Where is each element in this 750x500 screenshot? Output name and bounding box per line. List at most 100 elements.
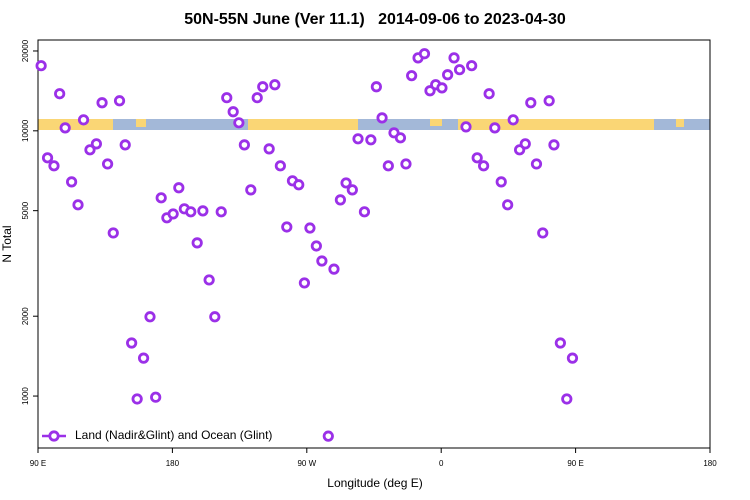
x-tick-label: 90 E bbox=[30, 459, 46, 468]
point bbox=[269, 79, 281, 91]
point bbox=[543, 95, 555, 107]
point bbox=[245, 184, 257, 196]
point bbox=[530, 158, 543, 170]
point bbox=[257, 81, 269, 93]
point bbox=[251, 92, 263, 104]
point bbox=[537, 227, 549, 239]
point bbox=[334, 194, 346, 206]
point bbox=[548, 139, 560, 151]
point bbox=[525, 97, 537, 109]
point bbox=[227, 106, 239, 118]
point bbox=[502, 199, 514, 211]
y-axis-label: N Total bbox=[0, 225, 14, 262]
point bbox=[131, 393, 143, 405]
point bbox=[489, 122, 501, 134]
x-tick-label: 90 E bbox=[567, 459, 583, 468]
point bbox=[41, 152, 54, 164]
point bbox=[376, 112, 388, 124]
point bbox=[144, 311, 156, 323]
point bbox=[281, 221, 293, 233]
point bbox=[59, 122, 71, 134]
point bbox=[322, 430, 334, 442]
point bbox=[48, 160, 60, 172]
point bbox=[358, 206, 371, 218]
point bbox=[173, 182, 185, 194]
point bbox=[150, 391, 162, 403]
x-tick-label: 90 W bbox=[297, 459, 316, 468]
point bbox=[566, 352, 579, 364]
point bbox=[101, 158, 114, 170]
point bbox=[453, 64, 466, 76]
point bbox=[448, 52, 460, 64]
point bbox=[507, 114, 519, 126]
land-ocean-band bbox=[38, 119, 710, 130]
point bbox=[274, 160, 286, 172]
point bbox=[215, 206, 227, 218]
y-tick-label: 10000 bbox=[21, 119, 30, 142]
y-tick-label: 5000 bbox=[21, 201, 30, 219]
point bbox=[400, 158, 412, 170]
point bbox=[263, 143, 275, 155]
point bbox=[495, 176, 507, 188]
point bbox=[119, 139, 131, 151]
point bbox=[460, 121, 472, 133]
point bbox=[90, 138, 102, 150]
point bbox=[328, 263, 340, 275]
point bbox=[113, 95, 126, 107]
point bbox=[365, 134, 377, 146]
point bbox=[304, 222, 316, 234]
point bbox=[471, 152, 483, 164]
point bbox=[155, 192, 167, 204]
x-axis-label: Longitude (deg E) bbox=[327, 476, 422, 490]
point bbox=[436, 82, 448, 94]
point bbox=[238, 139, 250, 151]
x-tick-label: 180 bbox=[703, 459, 717, 468]
point bbox=[107, 227, 119, 239]
point bbox=[561, 393, 573, 405]
point bbox=[340, 177, 352, 189]
point bbox=[483, 88, 495, 100]
point bbox=[66, 176, 78, 188]
y-tick-label: 20000 bbox=[21, 39, 30, 62]
point bbox=[209, 311, 221, 323]
point bbox=[316, 255, 328, 267]
point bbox=[167, 208, 179, 220]
point bbox=[54, 88, 66, 100]
point bbox=[394, 132, 407, 144]
point bbox=[466, 60, 478, 72]
x-tick-label: 180 bbox=[166, 459, 180, 468]
point bbox=[352, 133, 364, 145]
point bbox=[418, 48, 431, 60]
point bbox=[382, 160, 394, 172]
x-tick-label: 0 bbox=[439, 459, 444, 468]
chart-title: 50N-55N June (Ver 11.1) 2014-09-06 to 20… bbox=[184, 11, 566, 28]
point bbox=[554, 337, 566, 349]
y-tick-label: 2000 bbox=[21, 307, 30, 325]
point bbox=[96, 97, 108, 109]
point bbox=[197, 205, 209, 217]
point bbox=[203, 274, 215, 286]
legend-marker bbox=[48, 430, 60, 442]
y-tick-label: 1000 bbox=[21, 387, 30, 405]
point bbox=[478, 160, 490, 172]
point bbox=[84, 144, 96, 156]
point bbox=[185, 206, 197, 218]
point bbox=[126, 337, 138, 349]
point bbox=[191, 237, 203, 249]
point bbox=[72, 199, 84, 211]
point bbox=[442, 69, 454, 81]
point bbox=[137, 352, 150, 364]
point bbox=[519, 138, 531, 150]
point bbox=[298, 277, 311, 289]
legend-label: Land (Nadir&Glint) and Ocean (Glint) bbox=[75, 428, 272, 442]
point bbox=[221, 92, 233, 104]
plot-frame bbox=[37, 39, 711, 449]
point bbox=[293, 179, 305, 191]
point bbox=[310, 240, 322, 252]
point bbox=[233, 117, 245, 129]
point bbox=[370, 81, 382, 93]
point bbox=[35, 60, 47, 72]
point bbox=[406, 70, 418, 82]
point bbox=[346, 184, 358, 196]
